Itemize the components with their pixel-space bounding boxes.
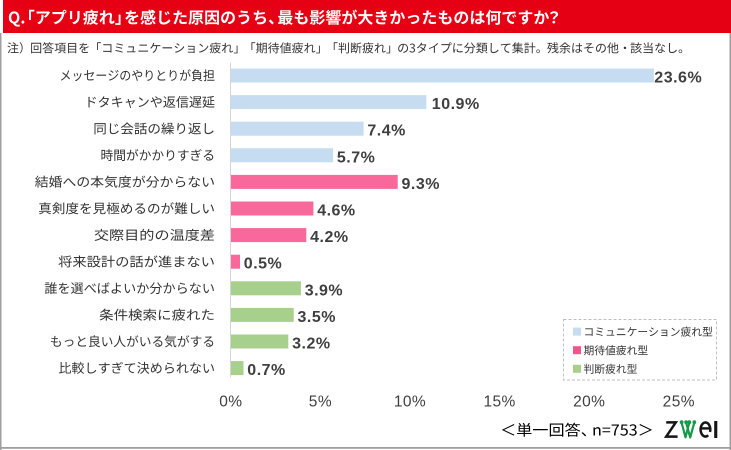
svg-text:7.4%: 7.4% [367, 123, 405, 140]
svg-text:3.9%: 3.9% [305, 282, 343, 299]
svg-text:3.2%: 3.2% [292, 336, 330, 353]
svg-text:0.5%: 0.5% [244, 256, 282, 273]
svg-text:25%: 25% [663, 394, 695, 411]
svg-text:5.7%: 5.7% [337, 149, 375, 166]
svg-text:20%: 20% [573, 394, 605, 411]
svg-text:10.9%: 10.9% [432, 96, 480, 113]
svg-text:23.6%: 23.6% [654, 70, 702, 87]
svg-text:5%: 5% [309, 394, 332, 411]
svg-text:3.5%: 3.5% [298, 309, 336, 326]
svg-text:9.3%: 9.3% [402, 176, 440, 193]
svg-text:0.7%: 0.7% [247, 362, 285, 379]
svg-text:4.6%: 4.6% [317, 203, 355, 220]
svg-text:0%: 0% [219, 394, 242, 411]
svg-text:10%: 10% [394, 394, 426, 411]
svg-text:4.2%: 4.2% [310, 229, 348, 246]
svg-text:15%: 15% [483, 394, 515, 411]
